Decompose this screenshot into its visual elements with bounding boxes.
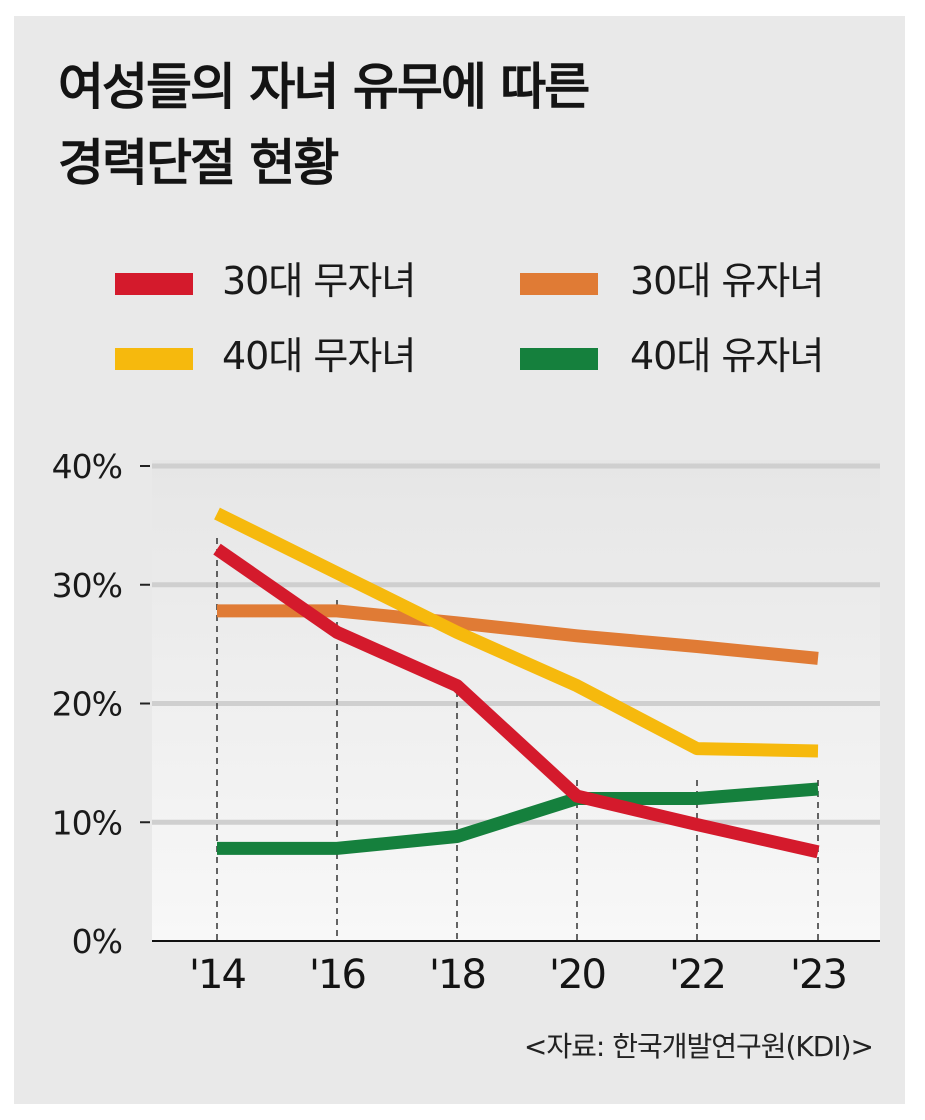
y-tick-label: 10% bbox=[52, 803, 122, 842]
legend-label-30s-with-children: 30대 유자녀 bbox=[630, 259, 824, 303]
source-note: <자료: 한국개발연구원(KDI)> bbox=[523, 1030, 874, 1063]
series-line-30s-no-children bbox=[213, 543, 820, 859]
legend-label-40s-no-children: 40대 무자녀 bbox=[222, 334, 416, 378]
legend-swatch-30s-with-children bbox=[520, 273, 598, 295]
legend-label-40s-with-children: 40대 유자녀 bbox=[630, 334, 824, 378]
x-tick-label: '20 bbox=[549, 952, 605, 998]
x-tick-label: '22 bbox=[669, 952, 725, 998]
x-axis: '14 '16 '18 '20 '22 '23 bbox=[189, 952, 848, 998]
x-tick-label: '14 bbox=[189, 952, 245, 998]
legend-swatch-30s-no-children bbox=[115, 273, 193, 295]
chart-title-line-1: 여성들의 자녀 유무에 따른 bbox=[58, 58, 590, 116]
series-line-40s-no-children bbox=[214, 507, 819, 758]
chart-title-line-2: 경력단절 현황 bbox=[58, 134, 339, 192]
x-tick-label: '16 bbox=[309, 952, 365, 998]
x-tick-label: '18 bbox=[429, 952, 485, 998]
series-line-40s-with-children bbox=[217, 782, 819, 855]
x-tick-label: '23 bbox=[790, 952, 846, 998]
y-tick-label: 30% bbox=[52, 566, 122, 605]
legend-swatch-40s-no-children bbox=[115, 348, 193, 370]
y-axis: 0% 10% 20% 30% 40% bbox=[52, 447, 150, 961]
y-tick-label: 0% bbox=[72, 922, 122, 961]
legend-label-30s-no-children: 30대 무자녀 bbox=[222, 259, 416, 303]
y-tick-label: 40% bbox=[52, 447, 122, 486]
y-tick-label: 20% bbox=[52, 685, 122, 724]
series-lines bbox=[213, 507, 820, 859]
legend-swatch-40s-with-children bbox=[520, 348, 598, 370]
